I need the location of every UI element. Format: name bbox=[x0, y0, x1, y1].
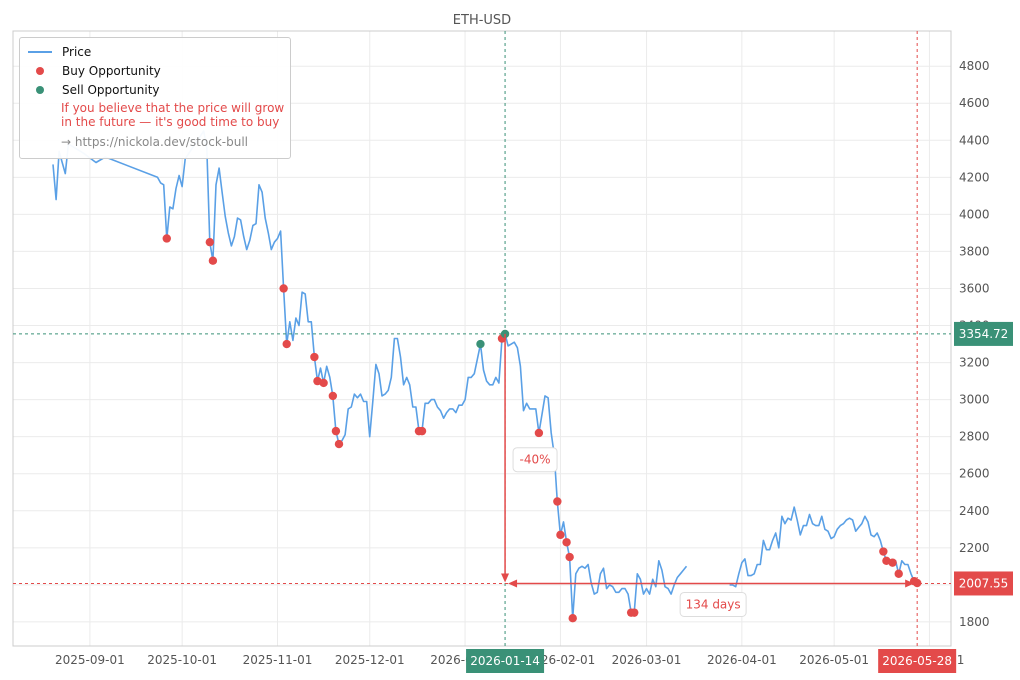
duration-label-text: 134 days bbox=[686, 597, 741, 611]
legend-item-buy: Buy Opportunity bbox=[28, 63, 161, 79]
buy-marker bbox=[912, 578, 922, 588]
duration-arrow-head-left bbox=[508, 579, 518, 588]
y-tick-label: 4800 bbox=[959, 59, 990, 73]
y-tick-label: 2600 bbox=[959, 467, 990, 481]
buy-marker bbox=[556, 530, 565, 540]
legend-link: → https://nickola.dev/stock-bull bbox=[61, 135, 248, 149]
x-tick-label: 2025-09-01 bbox=[55, 653, 125, 667]
buy-marker bbox=[568, 614, 577, 623]
buy-marker bbox=[417, 426, 427, 436]
buy-marker bbox=[162, 234, 171, 243]
x-tick-label: 2025-11-01 bbox=[243, 653, 313, 667]
y-tick-label: 3200 bbox=[959, 356, 990, 370]
buy-price-tag-bg bbox=[954, 571, 1013, 596]
legend-dot-buy bbox=[36, 67, 44, 75]
buy-marker bbox=[208, 256, 218, 265]
buy-marker bbox=[328, 391, 338, 401]
x-tick-label: 2026-04-01 bbox=[707, 653, 777, 667]
buy-date-tag-bg bbox=[878, 649, 957, 673]
y-tick-label: 4000 bbox=[959, 207, 990, 221]
legend-note: If you believe that the price will grow … bbox=[61, 101, 285, 129]
buy-date-tag: 2026-05-28 bbox=[878, 649, 957, 673]
buy-marker bbox=[279, 284, 288, 293]
buy-marker bbox=[205, 237, 215, 247]
buy-price-tag: 2007.55 bbox=[954, 571, 1013, 596]
x-tick-label: 2026-03-01 bbox=[612, 653, 682, 667]
buy-marker bbox=[562, 538, 571, 547]
sell-date-tag: 2026-01-14 bbox=[466, 649, 545, 673]
legend-label-price: Price bbox=[62, 45, 92, 59]
buy-marker bbox=[565, 552, 574, 562]
y-tick-label: 3800 bbox=[959, 244, 990, 258]
buy-marker bbox=[888, 558, 897, 567]
buy-marker bbox=[319, 378, 328, 388]
x-tick-label: 2025-12-01 bbox=[335, 653, 405, 667]
buy-marker bbox=[879, 547, 888, 556]
y-tick-label: 4400 bbox=[959, 133, 990, 147]
change-label: -40% bbox=[512, 447, 558, 473]
buy-marker bbox=[534, 428, 544, 438]
legend-item-sell: Sell Opportunity bbox=[28, 82, 160, 98]
x-tick-label: 2026-05-01 bbox=[799, 653, 869, 667]
y-tick-label: 4200 bbox=[959, 170, 990, 184]
x-tick-label: 2025-10-01 bbox=[147, 653, 217, 667]
plot-frame bbox=[12, 30, 952, 647]
y-tick-label: 2400 bbox=[959, 504, 990, 518]
legend-label-buy: Buy Opportunity bbox=[62, 64, 161, 78]
legend-line-swatch bbox=[28, 51, 52, 53]
legend-dot-sell bbox=[36, 86, 44, 94]
sell-price-tag: 3354.72 bbox=[954, 321, 1013, 346]
buy-marker bbox=[310, 352, 319, 362]
legend-label-sell: Sell Opportunity bbox=[62, 83, 160, 97]
sell-price-tag-text: 3354.72 bbox=[959, 327, 1009, 341]
buy-marker bbox=[630, 608, 639, 617]
sell-date-tag-text: 2026-01-14 bbox=[470, 654, 540, 668]
duration-label-box bbox=[679, 591, 747, 617]
buy-marker bbox=[553, 497, 562, 506]
y-tick-label: 3600 bbox=[959, 281, 990, 295]
change-label-text: -40% bbox=[520, 453, 551, 467]
y-tick-label: 4600 bbox=[959, 96, 990, 110]
buy-price-tag-text: 2007.55 bbox=[959, 576, 1009, 590]
chart-legend: Price Buy Opportunity Sell Opportunity I… bbox=[19, 37, 291, 159]
buy-marker bbox=[282, 339, 291, 349]
buy-marker bbox=[334, 439, 344, 449]
y-tick-label: 1800 bbox=[959, 615, 990, 629]
sell-price-tag-bg bbox=[954, 321, 1013, 346]
buy-date-tag-text: 2026-05-28 bbox=[882, 654, 952, 668]
y-tick-label: 2800 bbox=[959, 430, 990, 444]
drop-arrow-head bbox=[501, 573, 510, 583]
change-label-box bbox=[512, 447, 558, 473]
buy-marker bbox=[331, 426, 341, 436]
y-tick-label: 2200 bbox=[959, 541, 990, 555]
y-tick-label: 3000 bbox=[959, 393, 990, 407]
legend-item-price: Price bbox=[28, 44, 91, 60]
duration-arrow-head-right bbox=[905, 579, 915, 588]
duration-label: 134 days bbox=[679, 591, 747, 617]
sell-marker bbox=[476, 339, 485, 349]
sell-date-tag-bg bbox=[466, 649, 545, 673]
chart-title: ETH-USD bbox=[453, 13, 511, 28]
buy-marker bbox=[894, 569, 903, 578]
